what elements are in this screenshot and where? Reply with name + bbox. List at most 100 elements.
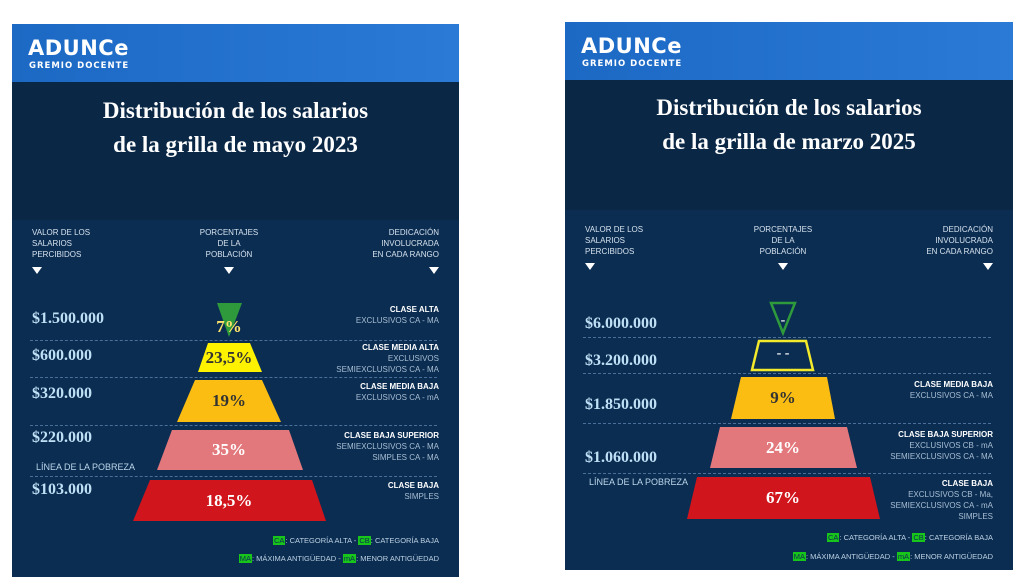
column-header-line: INVOLUCRADA <box>381 239 439 248</box>
legend-text: : CATEGORÍA BAJA <box>370 536 439 545</box>
brand-logo: ADUNCe <box>581 34 682 58</box>
tier-percentage: 67% <box>766 488 800 507</box>
dashed-divider <box>30 340 437 341</box>
class-title: CLASE BAJA SUPERIOR <box>344 431 439 440</box>
pyramid-tier-1 <box>217 303 242 337</box>
class-description: CLASE BAJA SUPERIOR SEMIEXCLUSIVOS CA - M… <box>336 430 439 463</box>
class-title: CLASE BAJA <box>941 479 993 488</box>
column-header-line: DE LA <box>771 236 795 245</box>
column-header-line: VALOR DE LOS <box>585 225 644 234</box>
tier-percentage: - <box>780 313 786 328</box>
legend-text: : CATEGORÍA BAJA <box>924 533 993 542</box>
class-description: CLASE BAJA SUPERIOR EXCLUSIVOS CB - mA SEM… <box>890 429 993 462</box>
legend-category: CA: CATEGORÍA ALTA - CB: CATEGORÍA BAJA <box>827 533 993 542</box>
pyramid-tier-1 <box>769 301 797 337</box>
dashed-divider <box>30 425 437 426</box>
dedication-line: EXCLUSIVOS CA - MA <box>909 391 993 400</box>
legend-text: : CATEGORÍA ALTA - <box>285 536 359 545</box>
column-header-right: DEDICACIÓN INVOLUCRADA EN CADA RANGO <box>372 227 439 260</box>
salary-value: $3.200.000 <box>585 352 657 369</box>
legend-seniority: MA: MÁXIMA ANTIGÜEDAD - mA: MENOR ANTIGÜ… <box>792 552 993 561</box>
salary-value: $1.500.000 <box>32 310 104 327</box>
class-description: CLASE MEDIA BAJA EXCLUSIVOS CA - mA <box>356 381 439 403</box>
dedication-line: EXCLUSIVOS CB - mA <box>909 441 993 450</box>
column-header-line: SALARIOS <box>32 239 73 248</box>
down-arrow-icon <box>224 267 234 274</box>
pyramid-tier-5 <box>133 480 326 521</box>
brand-subtitle: GREMIO DOCENTE <box>582 59 683 69</box>
column-header-center: PORCENTAJES DE LA POBLACIÓN <box>733 224 833 257</box>
pyramid-tier-3 <box>731 377 835 419</box>
column-header-left: VALOR DE LOS SALARIOS PERCIBIDOS <box>585 224 643 257</box>
salary-value: $1.850.000 <box>585 396 657 413</box>
dedication-line: SIMPLES CA - MA <box>372 453 439 462</box>
dedication-line: EXCLUSIVOS CB - Ma, <box>908 490 993 499</box>
salary-value: $220.000 <box>32 429 92 446</box>
column-header-line: DEDICACIÓN <box>388 228 439 237</box>
down-arrow-icon <box>778 263 788 270</box>
pyramid-tier-2 <box>198 343 262 372</box>
dedication-line: EXCLUSIVOS CA - MA <box>355 316 439 325</box>
population-pyramid <box>687 301 880 519</box>
dashed-divider <box>30 476 437 477</box>
poverty-line-label: LÍNEA DE LA POBREZA <box>589 477 689 487</box>
column-header-line: PERCIBIDOS <box>585 247 635 256</box>
salary-value: $103.000 <box>32 481 92 498</box>
class-description: CLASE BAJA EXCLUSIVOS CB - Ma, SEMIEXCLUSI… <box>890 478 993 522</box>
down-arrow-icon <box>585 263 595 270</box>
legend-tag-ma: MA <box>238 554 252 563</box>
brand-subtitle: GREMIO DOCENTE <box>29 61 130 71</box>
legend-text: : MÁXIMA ANTIGÜEDAD - <box>805 552 897 561</box>
legend-text: : MENOR ANTIGÜEDAD <box>356 554 439 563</box>
column-header-line: VALOR DE LOS <box>32 228 91 237</box>
class-description: CLASE MEDIA ALTA EXCLUSIVOS SEMIEXCLUSIVOS… <box>336 342 439 375</box>
salary-value: $6.000.000 <box>585 315 657 332</box>
salary-value: $320.000 <box>32 385 92 402</box>
column-header-line: INVOLUCRADA <box>935 236 993 245</box>
dedication-line: SEMIEXCLUSIVOS CA - mA <box>890 501 993 510</box>
salary-panel-2: ADUNCe GREMIO DOCENTE Distribución de los … <box>565 22 1013 570</box>
column-header-line: DEDICACIÓN <box>942 225 993 234</box>
dedication-line: EXCLUSIVOS CA - mA <box>355 393 439 402</box>
class-description: CLASE BAJA SIMPLES <box>388 480 439 502</box>
legend-tag-cb: CB <box>358 536 371 545</box>
column-header-line: POBLACIÓN <box>759 247 807 256</box>
legend-tag-ma: MA <box>792 552 806 561</box>
down-arrow-icon <box>983 263 993 270</box>
brand-logo: ADUNCe <box>28 36 129 60</box>
dedication-line: SEMIEXCLUSIVOS CA - MA <box>336 442 439 451</box>
pyramid-tier-2 <box>750 339 815 372</box>
dedication-line: SEMIEXCLUSIVOS CA - MA <box>336 365 439 374</box>
legend-seniority: MA: MÁXIMA ANTIGÜEDAD - mA: MENOR ANTIGÜ… <box>238 554 439 563</box>
dashed-divider <box>583 337 991 338</box>
legend-tag-minor-ma: mA <box>896 552 911 561</box>
dashed-divider <box>583 473 991 474</box>
dedication-line: SIMPLES <box>958 512 993 521</box>
tier-percentage: 24% <box>766 437 800 457</box>
class-title: CLASE MEDIA BAJA <box>914 380 993 389</box>
panel-title-line: Distribución de los salarios <box>656 95 922 120</box>
column-header-line: PORCENTAJES <box>199 228 259 237</box>
column-header-line: PORCENTAJES <box>753 225 813 234</box>
population-pyramid <box>133 303 326 521</box>
down-arrow-icon <box>429 267 439 274</box>
class-title: CLASE BAJA <box>387 481 439 490</box>
tier-percentage: 18,5% <box>205 490 253 510</box>
legend-category: CA: CATEGORÍA ALTA - CB: CATEGORÍA BAJA <box>273 536 439 545</box>
dedication-line: SEMIEXCLUSIVOS CA - MA <box>890 452 993 461</box>
dashed-divider <box>583 423 991 424</box>
title-band <box>565 80 1013 210</box>
column-header-line: PERCIBIDOS <box>32 250 82 259</box>
dashed-divider <box>583 373 991 374</box>
down-arrow-icon <box>32 267 42 274</box>
title-band <box>12 82 459 220</box>
dedication-line: EXCLUSIVOS <box>387 354 439 363</box>
class-title: CLASE BAJA SUPERIOR <box>898 430 993 439</box>
salary-value: $600.000 <box>32 347 92 364</box>
salary-value: $1.060.000 <box>585 449 657 466</box>
column-header-line: POBLACIÓN <box>205 250 253 259</box>
pyramid-tier-5 <box>687 477 880 519</box>
class-description: CLASE MEDIA BAJA EXCLUSIVOS CA - MA <box>910 379 993 401</box>
brand-header: ADUNCe GREMIO DOCENTE <box>12 24 459 82</box>
poverty-line-label: LÍNEA DE LA POBREZA <box>36 462 136 472</box>
